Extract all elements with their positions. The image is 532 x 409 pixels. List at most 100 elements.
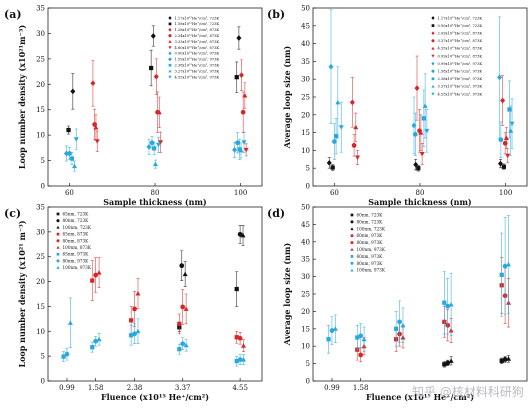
legend-marker xyxy=(168,40,172,43)
series-5 xyxy=(353,112,509,151)
legend: 1.17x10¹⁵He⁺/cm², 723K 1.58x10¹⁵He⁺/cm², … xyxy=(168,16,219,79)
y-tick-label: 30 xyxy=(36,228,45,236)
series-4 xyxy=(92,91,246,141)
legend-entry: 3.27x10¹⁵He⁺/cm², 973K xyxy=(175,69,220,73)
y-tick-label: 5 xyxy=(306,360,310,368)
legend-entry: 2.38x10¹⁵He⁺/cm², 973K xyxy=(438,77,483,81)
data-point xyxy=(237,357,243,362)
panel-label: (d) xyxy=(267,207,285,220)
y-tick-label: 35 xyxy=(36,204,45,212)
y-tick-label: 20 xyxy=(36,278,45,286)
data-point xyxy=(240,109,246,115)
series-3 xyxy=(182,225,246,287)
y-tick-label: 0 xyxy=(306,378,310,386)
data-point xyxy=(418,130,424,135)
data-point xyxy=(177,321,182,326)
data-point xyxy=(497,74,503,81)
legend-entry: 60nm, 973K xyxy=(357,233,384,238)
series-8 xyxy=(67,132,240,160)
y-tick-label: 15 xyxy=(301,325,310,333)
y-tick-label: 10 xyxy=(301,343,310,351)
y-tick-label: 20 xyxy=(301,111,310,119)
legend-entry: 100nm, 973K xyxy=(63,265,92,270)
data-point xyxy=(442,362,447,367)
data-point xyxy=(237,335,243,341)
data-point xyxy=(448,301,454,307)
data-point xyxy=(149,140,155,146)
series-6 xyxy=(94,130,249,157)
y-tick-label: 0 xyxy=(41,183,45,191)
y-tick-label: 50 xyxy=(301,204,310,212)
y-tick-label: 25 xyxy=(301,94,310,102)
legend-marker xyxy=(168,16,172,20)
data-point xyxy=(179,263,185,269)
legend-entry: 1.58x10¹⁵He⁺/cm², 973K xyxy=(438,69,483,73)
series-4 xyxy=(355,257,504,361)
data-point xyxy=(64,351,70,357)
series-1 xyxy=(442,357,504,368)
data-point xyxy=(421,116,426,121)
data-point xyxy=(90,345,95,350)
x-tick-label: 80 xyxy=(416,189,425,197)
legend-entry: 4.55x10¹⁵He⁺/cm², 973K xyxy=(175,75,220,79)
legend-entry: 80nm, 973K xyxy=(357,261,384,266)
x-tick-label: 60 xyxy=(65,189,74,197)
y-tick-label: 0 xyxy=(41,378,45,386)
legend-entry: 100nm, 973K xyxy=(357,268,386,273)
data-point xyxy=(329,328,335,333)
series-9 xyxy=(67,297,247,365)
legend-marker xyxy=(56,232,60,236)
data-point xyxy=(326,159,332,166)
y-tick-label: 25 xyxy=(301,291,310,299)
legend-entry: 1.17x10¹⁵He⁺/cm², 723K xyxy=(175,16,220,20)
data-point xyxy=(240,232,246,238)
series-2 xyxy=(445,356,508,366)
legend-marker xyxy=(168,34,172,38)
data-point xyxy=(497,160,503,167)
series-2 xyxy=(179,225,243,281)
legend-marker xyxy=(56,212,60,216)
y-tick-label: 5 xyxy=(41,157,45,165)
x-tick-label: 4.55 xyxy=(232,384,248,392)
legend-entry: 65nm, 873K xyxy=(63,232,90,237)
data-point xyxy=(67,320,73,325)
panel-label: (a) xyxy=(4,8,22,21)
data-point xyxy=(358,352,364,358)
data-point xyxy=(66,127,71,133)
legend-entry: 2.34x10¹⁵He⁺/cm², 873K xyxy=(175,34,220,38)
legend: 1.17x10¹⁵He⁺/cm², 723K 0.90x10¹⁵He⁺/cm², … xyxy=(431,16,482,96)
legend-marker xyxy=(431,24,435,27)
legend-entry: 0.99x10¹⁵He⁺/cm², 873K xyxy=(438,54,483,58)
data-point xyxy=(155,142,161,148)
y-axis-label: Average loop size (nm) xyxy=(282,46,292,150)
legend-marker xyxy=(350,247,354,251)
x-axis-label: Fluence (x10¹⁵ He⁺/cm²) xyxy=(101,392,209,402)
y-tick-label: 50 xyxy=(301,5,310,13)
y-axis-label: Loop number density (x10²¹m⁻³) xyxy=(17,25,27,170)
data-point xyxy=(351,143,357,148)
data-point xyxy=(355,335,360,340)
data-point xyxy=(397,319,402,325)
data-point xyxy=(500,97,506,104)
plot-frame xyxy=(312,206,528,382)
y-tick-label: 40 xyxy=(301,40,310,48)
series-2 xyxy=(66,49,239,135)
series-8 xyxy=(332,112,504,160)
data-point xyxy=(400,322,406,328)
y-tick-label: 20 xyxy=(301,308,310,316)
data-point xyxy=(506,356,512,361)
chart-panel-b: 0 5 10 15 20 25 30 35 40 45 50 60 80 100 Sample thickn… xyxy=(267,5,528,207)
y-tick-label: 10 xyxy=(36,132,45,140)
data-point xyxy=(90,80,96,87)
legend-marker xyxy=(168,51,172,56)
legend-marker xyxy=(56,259,60,263)
series-3 xyxy=(349,55,506,128)
legend-marker xyxy=(56,219,60,223)
series-4 xyxy=(351,109,508,157)
legend-marker xyxy=(431,54,435,58)
legend-entry: 4.80x10¹⁵He⁺/cm², 873K xyxy=(175,46,220,50)
data-point xyxy=(505,153,511,159)
series-8 xyxy=(329,217,508,349)
watermark: 知乎 @核材料科研狗 xyxy=(412,385,524,399)
